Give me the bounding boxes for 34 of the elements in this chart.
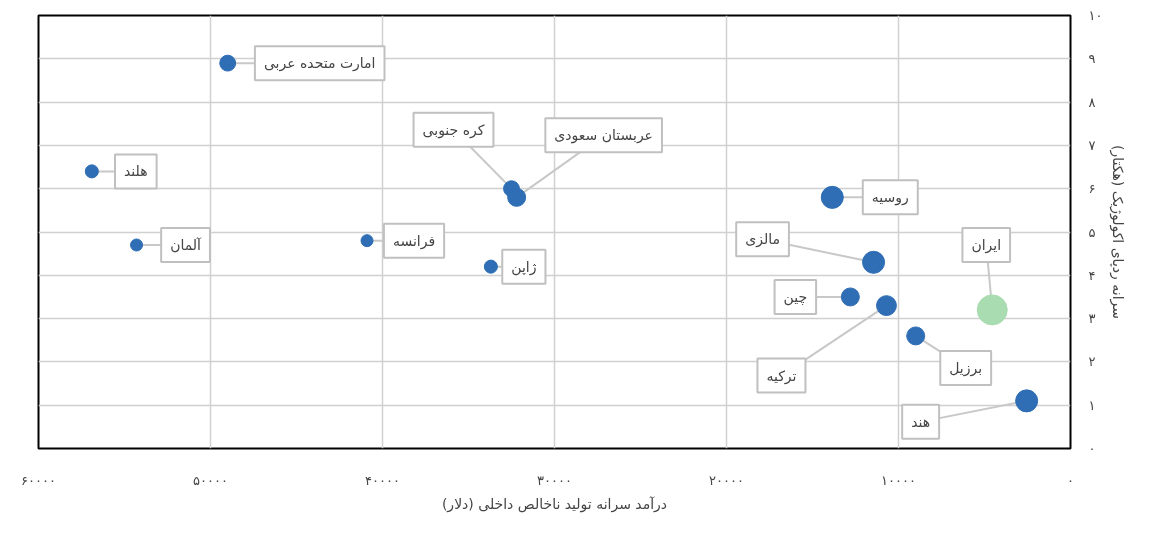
- x-tick-label: ۶۰۰۰۰: [21, 472, 56, 488]
- y-axis-title: سرانه ردپای اکولوژیک (هکتار): [1109, 145, 1127, 319]
- annotation: چین: [783, 288, 808, 306]
- annotation: فرانسه: [392, 232, 436, 250]
- x-tick-label: ۲۰۰۰۰: [709, 472, 744, 488]
- annotation: روسیه: [871, 189, 909, 207]
- y-tick-label: ۳: [1088, 311, 1096, 327]
- x-tick-label: ۳۰۰۰۰: [537, 472, 572, 488]
- annotation: ژاپن: [511, 258, 537, 276]
- annotation: هلند: [124, 163, 148, 180]
- x-tick-label: ۵۰۰۰۰: [193, 472, 228, 488]
- annotation: آلمان: [170, 236, 203, 253]
- y-tick-label: ۸: [1088, 94, 1096, 110]
- annotation: کره جنوبی: [422, 121, 485, 139]
- x-tick-label: ۴۰۰۰۰: [365, 472, 400, 488]
- y-tick-label: ۱۰: [1088, 8, 1103, 23]
- y-tick-label: ۴: [1088, 267, 1096, 283]
- x-tick-label: ۱۰۰۰۰: [881, 472, 916, 488]
- y-tick-label: ۲: [1088, 354, 1096, 370]
- x-tick-label: ۰: [1067, 472, 1074, 488]
- annotation: مالزی: [745, 231, 780, 249]
- annotation: هند: [911, 413, 931, 430]
- y-tick-label: ۷: [1088, 137, 1096, 153]
- y-tick-label: ۶: [1088, 181, 1096, 197]
- y-tick-label: ۹: [1088, 51, 1096, 67]
- annotation: عربستان سعودی: [554, 127, 653, 145]
- annotation: ایران: [971, 236, 1002, 254]
- annotation: ترکیه: [766, 367, 797, 385]
- annotation: امارت متحده عربی: [263, 55, 376, 73]
- annotation: برزیل: [949, 359, 983, 377]
- y-tick-label: ۵: [1088, 224, 1096, 240]
- x-axis-title: درآمد سرانه تولید ناخالص داخلی (دلار): [441, 495, 668, 513]
- y-tick-label: ۰: [1088, 441, 1096, 456]
- y-tick-label: ۱: [1088, 397, 1096, 413]
